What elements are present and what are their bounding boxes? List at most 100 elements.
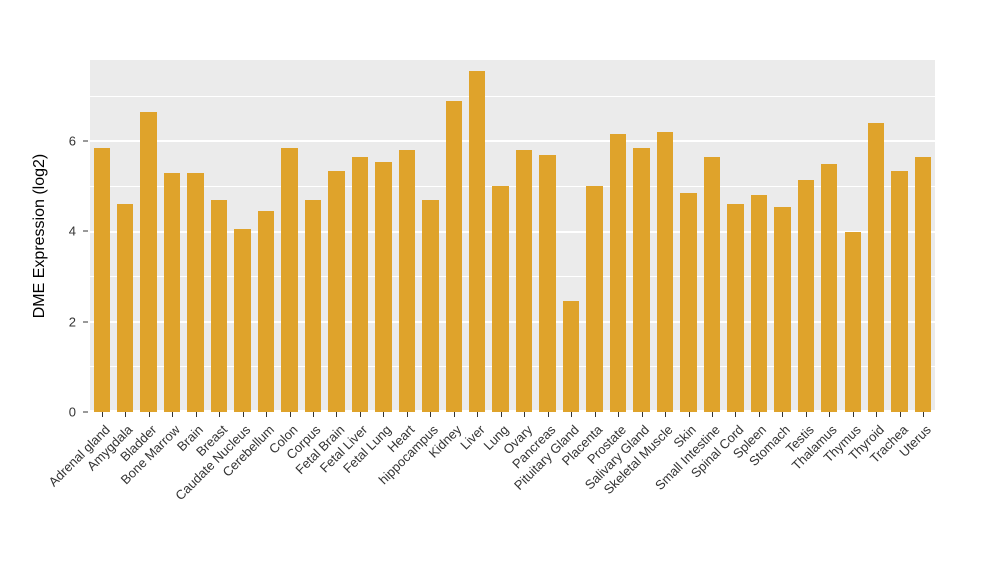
x-tick-mark <box>453 412 455 417</box>
bar-thalamus <box>821 163 838 412</box>
bar-slot <box>90 60 113 412</box>
x-tick-mark <box>477 412 479 417</box>
bar-slot <box>466 60 489 412</box>
bar-slot <box>489 60 512 412</box>
bar-amygdala <box>116 204 134 412</box>
bars-container <box>90 60 935 412</box>
x-tick-mark <box>500 412 502 417</box>
major-gridline <box>90 230 935 233</box>
bar-skeletal-muscle <box>656 132 674 412</box>
bar-slot <box>724 60 747 412</box>
bar-slot <box>325 60 348 412</box>
x-tick-mark <box>735 412 737 417</box>
bar-slot <box>395 60 418 412</box>
major-gridline <box>90 410 935 412</box>
x-tick-mark <box>665 412 667 417</box>
x-tick-mark <box>312 412 314 417</box>
bar-kidney <box>445 100 462 412</box>
bar-slot <box>512 60 535 412</box>
x-tick-mark <box>618 412 620 417</box>
x-tick-mark <box>641 412 643 417</box>
x-tick-mark <box>359 412 361 417</box>
bar-colon <box>281 148 298 412</box>
bar-slot <box>536 60 559 412</box>
x-tick-mark <box>547 412 549 417</box>
bar-adrenal-gland <box>93 148 110 412</box>
y-tick-mark <box>83 230 88 232</box>
bar-slot <box>137 60 160 412</box>
plot-panel <box>90 60 935 412</box>
x-tick-mark <box>406 412 408 417</box>
bar-slot <box>677 60 700 412</box>
bar-slot <box>841 60 864 412</box>
bar-slot <box>278 60 301 412</box>
x-tick-mark <box>219 412 221 417</box>
bar-slot <box>653 60 676 412</box>
bar-pituitary-gland <box>562 301 580 412</box>
x-tick-mark <box>172 412 174 417</box>
bar-bone-marrow <box>163 172 181 412</box>
x-tick-mark <box>571 412 573 417</box>
y-tick-mark <box>83 140 88 142</box>
bar-slot <box>630 60 653 412</box>
bar-liver <box>469 71 486 412</box>
x-tick-mark <box>923 412 925 417</box>
bar-placenta <box>586 186 603 412</box>
x-tick-mark <box>266 412 268 417</box>
bar-spinal-cord <box>727 204 744 412</box>
bar-slot <box>113 60 136 412</box>
x-tick-mark <box>242 412 244 417</box>
bar-stomach <box>774 206 791 412</box>
x-tick-mark <box>148 412 150 417</box>
bar-spleen <box>750 195 768 412</box>
major-gridline <box>90 140 935 143</box>
y-axis: 0 2 4 6 <box>0 60 90 420</box>
x-tick-mark <box>688 412 690 417</box>
bar-trachea <box>891 170 908 412</box>
x-tick-mark <box>195 412 197 417</box>
bar-hippocampus <box>422 199 439 412</box>
y-tick-mark <box>83 411 88 413</box>
minor-gridline <box>90 185 935 187</box>
y-tick-mark <box>83 321 88 323</box>
bar-fetal-lung <box>375 161 392 412</box>
x-tick-mark <box>758 412 760 417</box>
bar-salivary-gland <box>633 148 650 412</box>
major-gridline <box>90 320 935 323</box>
bar-thymus <box>844 231 861 412</box>
bar-small-intestine <box>703 157 721 412</box>
y-tick-label: 2 <box>68 314 76 330</box>
bar-slot <box>771 60 794 412</box>
bar-heart <box>398 150 416 412</box>
x-tick-mark <box>383 412 385 417</box>
x-tick-mark <box>336 412 338 417</box>
minor-gridline <box>90 95 935 97</box>
bar-fetal-liver <box>351 157 369 412</box>
x-tick-mark <box>101 412 103 417</box>
x-tick-mark <box>125 412 127 417</box>
bar-brain <box>187 172 204 412</box>
bar-slot <box>700 60 723 412</box>
bar-slot <box>559 60 582 412</box>
x-tick-mark <box>594 412 596 417</box>
bar-slot <box>606 60 629 412</box>
bar-slot <box>301 60 324 412</box>
bar-slot <box>231 60 254 412</box>
bar-slot <box>747 60 770 412</box>
x-tick-label: Liver <box>457 422 488 453</box>
bar-slot <box>888 60 911 412</box>
bar-slot <box>160 60 183 412</box>
bar-slot <box>911 60 934 412</box>
bar-slot <box>419 60 442 412</box>
bar-lung <box>492 186 509 412</box>
bar-slot <box>254 60 277 412</box>
bar-testis <box>797 179 814 412</box>
x-tick-mark <box>805 412 807 417</box>
y-tick-label: 4 <box>68 223 76 239</box>
bar-skin <box>680 193 697 412</box>
bar-slot <box>184 60 207 412</box>
bar-slot <box>442 60 465 412</box>
bar-thyroid <box>867 123 885 412</box>
bar-bladder <box>140 111 157 412</box>
bar-slot <box>583 60 606 412</box>
